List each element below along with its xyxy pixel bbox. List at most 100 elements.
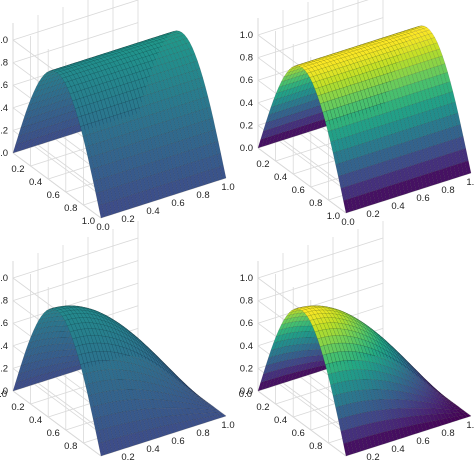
x-tick-label: 0.2 — [121, 214, 134, 225]
surface-patch — [420, 25, 428, 29]
x-tick-label: 0.2 — [366, 209, 379, 220]
x-tick-label: 0.8 — [441, 185, 454, 196]
z-tick-label: 0.6 — [240, 75, 253, 86]
surface-panel-top-left: 0.00.20.40.60.81.00.20.40.60.81.00.00.20… — [0, 0, 235, 233]
y-tick-label: 0.6 — [47, 428, 60, 439]
surface-patch — [209, 117, 216, 131]
z-tick-label: 0.0 — [240, 143, 253, 154]
z-tick-label: 0.8 — [240, 53, 253, 64]
surface-patch — [433, 42, 441, 51]
x-tick-label: 1.0 — [221, 182, 234, 193]
y-tick-label: 0.4 — [29, 415, 42, 426]
y-tick-label: 0.2 — [11, 402, 24, 413]
z-tick-label: 0.8 — [0, 58, 8, 69]
surface-patch — [415, 25, 422, 28]
x-tick-label: 0.4 — [146, 206, 159, 217]
z-tick-label: 0.2 — [240, 120, 253, 131]
surface-patch — [430, 37, 438, 45]
z-tick-label: 0.2 — [0, 125, 8, 136]
surface-patch — [216, 153, 224, 167]
surface-patch — [461, 148, 469, 162]
x-tick-label: 0.0 — [341, 217, 354, 228]
x-tick-label: 0.8 — [196, 190, 209, 201]
surface-patch — [188, 47, 196, 56]
x-tick-label: 1.0 — [466, 420, 474, 431]
z-tick-label: 0.2 — [0, 363, 8, 374]
z-tick-label: 0.6 — [0, 80, 8, 91]
surface-patch — [456, 124, 464, 138]
surface-patch — [446, 81, 454, 93]
x-tick-label: 0.2 — [366, 452, 379, 460]
x-tick-label: 1.0 — [466, 177, 474, 188]
grid-line — [257, 17, 384, 58]
surface-patch — [454, 112, 461, 126]
surface-mesh — [257, 25, 472, 214]
y-tick-label: 0.4 — [274, 172, 287, 183]
x-tick-label: 0.0 — [96, 222, 109, 233]
grid-line — [12, 237, 139, 279]
y-tick-label: 0.2 — [256, 402, 269, 413]
grid-line — [12, 22, 139, 63]
surface-patch — [173, 30, 180, 33]
surface-panel-top-right: 0.00.20.40.60.81.00.20.40.60.81.00.00.20… — [240, 0, 474, 228]
y-tick-label: 0.8 — [64, 441, 77, 452]
grid-line — [12, 260, 139, 301]
tick-labels: 0.00.20.40.60.81.00.20.40.60.81.00.00.20… — [0, 35, 235, 233]
surface-panel-bottom-right: 0.00.20.40.60.81.00.00.20.40.60.80.00.20… — [239, 221, 474, 460]
grid-line — [257, 147, 347, 214]
z-tick-label: 0.2 — [240, 363, 253, 374]
grid-line — [12, 152, 102, 219]
surface-mesh — [12, 30, 227, 219]
y-tick-label: 0.8 — [64, 203, 77, 214]
z-tick-label: 1.0 — [240, 273, 253, 284]
y-tick-label: 0.8 — [309, 198, 322, 209]
surface-patch — [198, 77, 206, 88]
y-tick-label: 0.6 — [292, 428, 305, 439]
surface-patch — [183, 38, 190, 44]
y-tick-label: 0.0 — [0, 389, 7, 400]
surface-patch — [443, 72, 451, 83]
grid-line — [257, 260, 384, 301]
x-tick-label: 0.4 — [146, 444, 159, 455]
z-tick-label: 0.0 — [0, 148, 8, 159]
surface-patch — [423, 27, 430, 32]
z-tick-label: 0.4 — [0, 341, 8, 352]
y-tick-label: 0.2 — [256, 159, 269, 170]
y-tick-label: 0.4 — [29, 177, 42, 188]
z-tick-label: 1.0 — [240, 30, 253, 41]
y-tick-label: 1.0 — [327, 211, 340, 222]
grid-line — [257, 237, 384, 279]
surface-patch — [211, 129, 219, 143]
grid-line — [12, 282, 139, 324]
surface-patch — [428, 33, 435, 39]
grid-line — [12, 0, 139, 41]
z-tick-label: 0.6 — [0, 318, 8, 329]
y-tick-label: 0.2 — [11, 164, 24, 175]
x-tick-label: 1.0 — [221, 420, 234, 431]
x-tick-label: 0.6 — [171, 436, 184, 447]
y-tick-label: 0.6 — [47, 190, 60, 201]
z-tick-label: 0.4 — [0, 103, 8, 114]
surface-patch — [170, 30, 177, 33]
x-tick-label: 0.6 — [416, 193, 429, 204]
z-tick-label: 1.0 — [0, 35, 8, 46]
z-tick-label: 0.8 — [0, 296, 8, 307]
surface-panel-bottom-left: 0.00.20.40.60.81.00.00.20.40.60.80.00.20… — [0, 221, 235, 460]
x-tick-label: 0.8 — [196, 428, 209, 439]
x-tick-label: 0.8 — [441, 428, 454, 439]
y-tick-label: 1.0 — [82, 216, 95, 227]
y-tick-label: 0.4 — [274, 415, 287, 426]
x-tick-label: 0.2 — [121, 452, 134, 460]
y-tick-label: 0.8 — [309, 441, 322, 452]
z-tick-label: 1.0 — [0, 273, 8, 284]
surface-patch — [180, 34, 188, 40]
grid-line — [257, 0, 369, 36]
surface-mesh — [257, 305, 472, 457]
z-tick-label: 0.4 — [240, 98, 253, 109]
z-tick-label: 0.4 — [240, 341, 253, 352]
surface-patch — [175, 30, 183, 34]
grid-line — [12, 390, 102, 457]
tick-labels: 0.00.20.40.60.81.00.20.40.60.81.00.00.20… — [240, 30, 474, 228]
x-tick-label: 0.4 — [391, 201, 404, 212]
